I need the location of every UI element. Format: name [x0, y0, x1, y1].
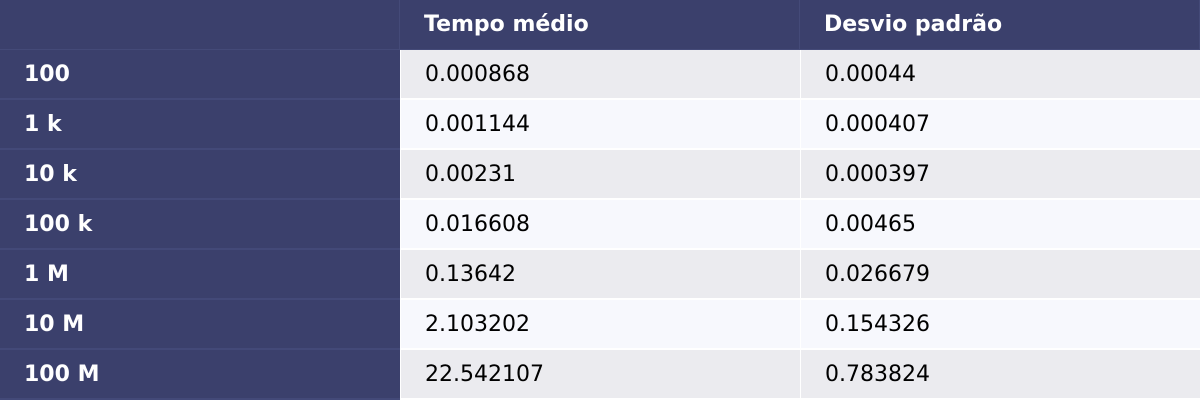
row-label: 1 M: [0, 250, 400, 300]
row-label: 10 M: [0, 300, 400, 350]
cell-std-dev: 0.00044: [800, 50, 1200, 100]
cell-std-dev: 0.00465: [800, 200, 1200, 250]
cell-mean-time: 0.001144: [400, 100, 800, 150]
cell-std-dev: 0.000407: [800, 100, 1200, 150]
cell-std-dev: 0.000397: [800, 150, 1200, 200]
row-label: 100 M: [0, 350, 400, 400]
header-mean-time: Tempo médio: [400, 0, 800, 50]
cell-std-dev: 0.154326: [800, 300, 1200, 350]
row-label: 100: [0, 50, 400, 100]
cell-mean-time: 0.00231: [400, 150, 800, 200]
row-label: 1 k: [0, 100, 400, 150]
cell-mean-time: 0.000868: [400, 50, 800, 100]
row-label: 10 k: [0, 150, 400, 200]
cell-std-dev: 0.783824: [800, 350, 1200, 400]
cell-mean-time: 0.13642: [400, 250, 800, 300]
header-std-dev: Desvio padrão: [800, 0, 1200, 50]
cell-mean-time: 2.103202: [400, 300, 800, 350]
cell-mean-time: 0.016608: [400, 200, 800, 250]
cell-std-dev: 0.026679: [800, 250, 1200, 300]
row-label: 100 k: [0, 200, 400, 250]
cell-mean-time: 22.542107: [400, 350, 800, 400]
header-corner: [0, 0, 400, 50]
